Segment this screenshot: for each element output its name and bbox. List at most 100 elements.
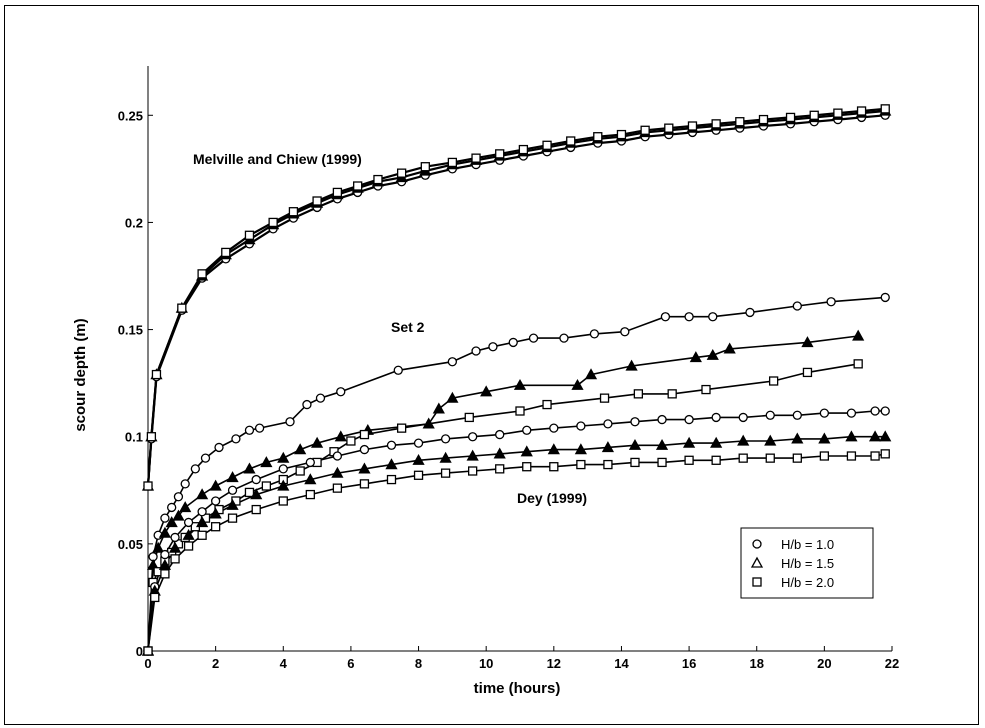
data-point-square bbox=[809, 110, 819, 120]
data-point-circle bbox=[359, 444, 370, 455]
data-point-triangle bbox=[226, 498, 239, 510]
series-markers bbox=[141, 104, 892, 656]
data-point-circle bbox=[244, 425, 255, 435]
data-point-square bbox=[420, 162, 430, 172]
data-point-circle bbox=[660, 312, 671, 322]
data-point-circle bbox=[197, 507, 207, 517]
data-point-triangle bbox=[655, 438, 669, 450]
figure-frame: 0 2 4 6 8 10 12 14 16 18 20 22 0 0.05 0.1 0.15 0.2 0.25 t… bbox=[4, 5, 979, 725]
data-point-square bbox=[151, 369, 162, 380]
data-point-square bbox=[518, 144, 529, 155]
data-point-square bbox=[833, 108, 843, 118]
data-point-square bbox=[359, 479, 370, 489]
data-point-circle bbox=[305, 457, 315, 468]
data-point-square bbox=[288, 207, 299, 217]
data-point-triangle bbox=[165, 516, 178, 528]
data-point-triangle bbox=[432, 402, 445, 414]
data-point-triangle bbox=[158, 526, 172, 538]
data-point-circle bbox=[880, 292, 890, 303]
data-point-circle bbox=[792, 410, 802, 420]
data-point-square bbox=[227, 513, 238, 523]
data-point-square bbox=[593, 132, 603, 142]
legend-label-1: H/b = 1.0 bbox=[781, 537, 834, 552]
series-line-0 bbox=[146, 114, 886, 487]
data-point-square bbox=[471, 153, 481, 163]
data-point-triangle bbox=[334, 430, 347, 442]
data-point-circle bbox=[393, 365, 403, 375]
data-point-circle bbox=[684, 312, 694, 322]
data-point-triangle bbox=[168, 541, 182, 553]
data-point-square bbox=[880, 449, 890, 459]
x-tick-label: 20 bbox=[817, 656, 831, 671]
data-point-circle bbox=[447, 357, 458, 367]
data-point-square bbox=[413, 470, 424, 480]
data-point-circle bbox=[167, 502, 177, 513]
x-tick-label: 6 bbox=[347, 656, 354, 671]
data-point-triangle bbox=[737, 434, 750, 446]
x-tick-label: 0 bbox=[144, 656, 151, 671]
data-point-triangle bbox=[209, 479, 222, 491]
data-point-triangle bbox=[601, 441, 615, 453]
data-point-triangle bbox=[625, 359, 638, 371]
data-point-circle bbox=[278, 464, 288, 474]
data-point-triangle bbox=[182, 528, 195, 540]
data-point-circle bbox=[630, 417, 640, 427]
data-point-circle bbox=[711, 412, 721, 423]
data-point-square bbox=[599, 393, 610, 403]
legend-marker-square bbox=[752, 577, 762, 587]
data-point-square bbox=[251, 504, 261, 515]
data-point-triangle bbox=[628, 438, 642, 450]
data-point-square bbox=[667, 389, 677, 399]
data-point-circle bbox=[620, 327, 630, 337]
data-point-circle bbox=[210, 496, 221, 506]
data-point-triangle bbox=[179, 501, 192, 513]
data-point-square bbox=[221, 247, 231, 258]
data-point-circle bbox=[708, 312, 718, 322]
data-point-triangle bbox=[723, 342, 736, 354]
x-tick-label: 10 bbox=[479, 656, 493, 671]
y-tick-label: 0.2 bbox=[125, 215, 143, 230]
x-tick-label: 4 bbox=[280, 656, 288, 671]
data-point-triangle bbox=[571, 378, 584, 390]
annotation-melville-chiew: Melville and Chiew (1999) bbox=[193, 151, 362, 167]
data-point-square bbox=[278, 496, 288, 506]
data-point-square bbox=[183, 541, 194, 551]
data-point-triangle bbox=[304, 473, 317, 485]
data-point-circle bbox=[302, 399, 312, 410]
annotation-dey: Dey (1999) bbox=[517, 490, 587, 506]
data-point-square bbox=[170, 554, 180, 564]
data-point-circle bbox=[603, 419, 613, 429]
data-point-triangle bbox=[172, 509, 185, 521]
data-point-square bbox=[542, 399, 552, 410]
data-point-square bbox=[447, 157, 458, 168]
data-point-circle bbox=[495, 429, 505, 440]
data-point-square bbox=[711, 119, 721, 129]
y-tick-label: 0.15 bbox=[118, 323, 143, 338]
data-point-circle bbox=[413, 438, 424, 448]
data-point-circle bbox=[214, 442, 224, 453]
data-point-circle bbox=[471, 346, 481, 356]
data-point-triangle bbox=[682, 436, 696, 448]
data-point-square bbox=[880, 104, 890, 114]
data-point-circle bbox=[254, 423, 265, 433]
data-point-square bbox=[640, 125, 650, 135]
axes: 0 2 4 6 8 10 12 14 16 18 20 22 0 0.05 0.1 0.15 0.2 0.25 bbox=[118, 66, 899, 671]
data-point-triangle bbox=[852, 329, 865, 341]
data-point-triangle bbox=[801, 336, 814, 348]
data-point-circle bbox=[846, 408, 857, 418]
data-point-square bbox=[150, 592, 160, 603]
data-point-square bbox=[758, 114, 769, 125]
data-point-circle bbox=[657, 414, 667, 425]
data-point-square bbox=[464, 412, 474, 423]
data-point-square bbox=[143, 646, 153, 656]
series-line-1 bbox=[146, 109, 886, 487]
legend: H/b = 1.0 H/b = 1.5 H/b = 2.0 bbox=[740, 527, 874, 599]
data-point-square bbox=[261, 481, 272, 491]
data-point-triangle bbox=[358, 462, 371, 474]
data-point-square bbox=[765, 453, 775, 463]
data-point-circle bbox=[880, 406, 890, 416]
data-point-circle bbox=[549, 423, 559, 433]
y-tick-label: 0.05 bbox=[118, 537, 143, 552]
data-point-circle bbox=[200, 453, 211, 463]
data-point-square bbox=[197, 269, 207, 279]
